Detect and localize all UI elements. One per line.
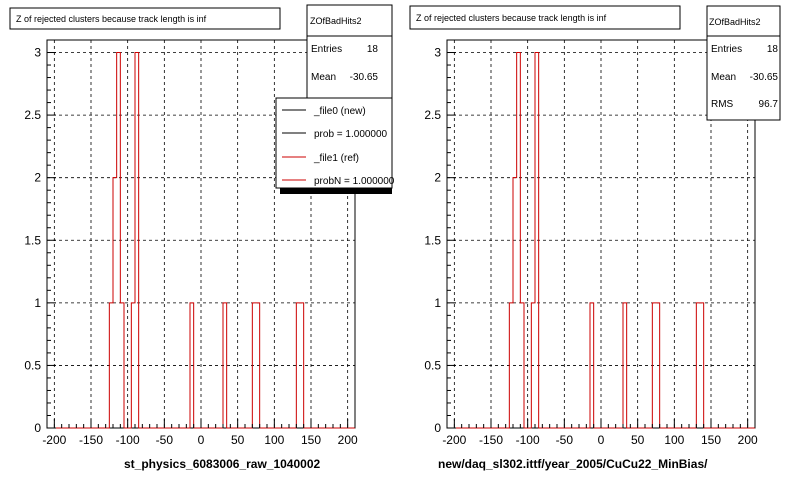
- legend-label-3: probN = 1.000000: [314, 176, 395, 187]
- stats-mean-label-right: Mean: [711, 72, 736, 83]
- stats-entries-right: 18: [767, 44, 779, 55]
- stats-name-right: ZOfBadHits2: [709, 17, 761, 27]
- stats-mean-label-left: Mean: [311, 72, 336, 83]
- y-tick-label: 2: [434, 171, 441, 185]
- x-tick-label: 0: [198, 433, 205, 447]
- x-tick-label: 100: [264, 433, 284, 447]
- y-tick-label: 0: [34, 421, 41, 435]
- title-box-right: [409, 5, 681, 30]
- x-tick-label: 50: [631, 433, 645, 447]
- histogram-left: [47, 52, 355, 429]
- x-tick-label: 200: [338, 433, 358, 447]
- stats-box-left: ZOfBadHits2 Entries 18 Mean -30.65: [306, 4, 393, 102]
- stats-rms-right: 96.7: [759, 99, 779, 110]
- legend-label-0: _file0 (new): [313, 106, 366, 117]
- title-left: Z of rejected clusters because track len…: [16, 14, 207, 24]
- y-tick-label: 2.5: [424, 108, 441, 122]
- x-tick-label: -150: [479, 433, 503, 447]
- y-tick-label: 1: [434, 296, 441, 310]
- y-tick-label: 2: [34, 171, 41, 185]
- legend-label-1: prob = 1.000000: [314, 129, 388, 140]
- x-axis-label-right: new/daq_sl302.ittf/year_2005/CuCu22_MinB…: [438, 457, 708, 471]
- title-right: Z of rejected clusters because track len…: [416, 13, 607, 23]
- grid-left: [47, 40, 355, 428]
- y-tick-label: 1.5: [424, 233, 441, 247]
- panel-right: -200 -150 -100 -50 0 50 100 150 200 0 0.5 1 1.5 2 2.5 3…: [409, 5, 781, 471]
- stats-mean-left: -30.65: [350, 72, 379, 83]
- stats-entries-left: 18: [367, 44, 379, 55]
- stats-box-right: ZOfBadHits2 Entries 18 Mean -30.65 RMS 9…: [706, 5, 781, 121]
- x-tick-label: -200: [442, 433, 466, 447]
- y-tick-label: 1.5: [24, 233, 41, 247]
- x-tick-label: -150: [79, 433, 103, 447]
- x-tick-label: -100: [116, 433, 140, 447]
- histogram-line: [47, 52, 355, 429]
- x-tick-label: 0: [598, 433, 605, 447]
- y-tick-label: 3: [434, 46, 441, 60]
- y-tick-label: 2.5: [24, 108, 41, 122]
- stats-entries-label-right: Entries: [711, 44, 742, 55]
- histogram-line: [447, 52, 755, 429]
- stats-name-left: ZOfBadHits2: [310, 16, 362, 26]
- y-tick-label: 1: [34, 296, 41, 310]
- axes-left: -200 -150 -100 -50 0 50 100 150 200 0 0.5 1 1.5 2 2.5 3: [24, 46, 358, 447]
- x-tick-label: 200: [738, 433, 758, 447]
- x-axis-label-left: st_physics_6083006_raw_1040002: [124, 457, 320, 471]
- axes-right: -200 -150 -100 -50 0 50 100 150 200 0 0.5 1 1.5 2 2.5 3: [424, 46, 758, 447]
- x-tick-label: 150: [301, 433, 321, 447]
- legend-left: _file0 (new) prob = 1.000000 _file1 (ref…: [275, 97, 395, 194]
- x-tick-label: 150: [701, 433, 721, 447]
- legend-label-2: _file1 (ref): [313, 153, 359, 164]
- y-tick-label: 0.5: [24, 358, 41, 372]
- x-tick-label: 50: [231, 433, 245, 447]
- x-tick-label: 100: [664, 433, 684, 447]
- stats-mean-right: -30.65: [750, 72, 779, 83]
- x-tick-label: -50: [556, 433, 574, 447]
- x-tick-label: -100: [516, 433, 540, 447]
- stats-entries-label-left: Entries: [311, 44, 342, 55]
- stats-rms-label-right: RMS: [711, 99, 734, 110]
- grid-right: [447, 40, 755, 428]
- panel-left: -200 -150 -100 -50 0 50 100 150 200 0 0.5 1 1.5 2 2.5 3…: [9, 4, 395, 471]
- histogram-right: [447, 52, 755, 429]
- title-box-left: [9, 7, 281, 30]
- y-tick-label: 3: [34, 46, 41, 60]
- y-tick-label: 0: [434, 421, 441, 435]
- x-tick-label: -200: [42, 433, 66, 447]
- y-tick-label: 0.5: [424, 358, 441, 372]
- x-tick-label: -50: [156, 433, 174, 447]
